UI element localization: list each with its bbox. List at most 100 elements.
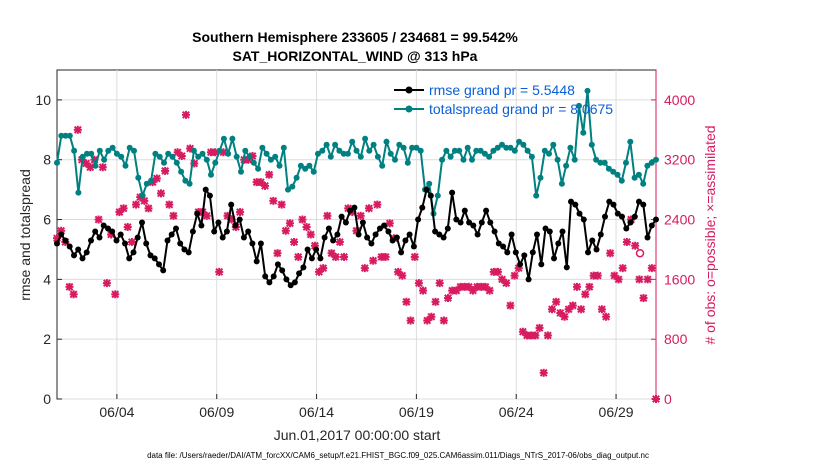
obs-marker <box>277 200 286 209</box>
x-tick-label: 06/24 <box>499 404 534 420</box>
series-point <box>302 165 309 172</box>
series-point <box>88 237 94 244</box>
series-point <box>211 228 218 235</box>
series-point <box>362 135 369 142</box>
obs-marker <box>215 267 224 276</box>
series-point <box>308 255 315 262</box>
series-point <box>177 240 184 247</box>
series-point <box>370 141 377 148</box>
obs-marker <box>281 226 290 235</box>
obs-marker <box>335 237 344 246</box>
obs-marker <box>502 279 511 288</box>
series-point <box>96 147 103 154</box>
series-point <box>653 216 659 223</box>
series-point <box>225 150 232 157</box>
obs-marker <box>493 267 502 276</box>
series-point <box>623 225 630 232</box>
obs-marker <box>385 219 394 228</box>
series-point <box>161 159 167 166</box>
series-point <box>300 264 307 271</box>
obs-marker <box>202 211 211 220</box>
obs-marker <box>631 241 640 250</box>
series-point <box>100 222 107 229</box>
series-point <box>173 159 180 166</box>
footer-data-file: data file: /Users/raeder/DAI/ATM_forcXX/… <box>147 451 649 460</box>
series-point <box>71 252 77 259</box>
series-point <box>131 147 137 154</box>
obs-marker <box>643 275 652 284</box>
series-point <box>605 165 612 172</box>
obs-marker <box>548 305 557 314</box>
obs-marker <box>439 316 448 325</box>
series-point <box>310 168 317 175</box>
series-point <box>113 150 120 157</box>
series-point <box>272 153 279 160</box>
x-axis-label: Jun.01,2017 00:00:00 start <box>274 427 441 443</box>
obs-marker <box>468 286 477 295</box>
series-point <box>383 138 390 145</box>
series-point <box>315 150 321 157</box>
series-point <box>334 231 341 238</box>
series-point <box>533 192 540 199</box>
series-point <box>325 225 332 232</box>
series-point <box>516 138 523 145</box>
y-tick-label: 2 <box>43 331 51 347</box>
series-point <box>491 228 498 235</box>
series-point <box>495 240 502 247</box>
series-point <box>263 150 270 157</box>
obs-marker <box>398 271 407 280</box>
obs-marker <box>606 249 615 258</box>
series-point <box>223 228 230 235</box>
series-point <box>542 225 549 232</box>
obs-marker <box>373 200 382 209</box>
series-point <box>389 237 396 244</box>
series-point <box>291 279 298 286</box>
series-point <box>297 162 304 169</box>
legend-rmse-marker <box>405 86 413 94</box>
series-point <box>602 213 608 220</box>
series-point <box>165 150 172 157</box>
series-point <box>512 249 519 256</box>
series-point <box>113 237 120 244</box>
series-point <box>199 150 206 157</box>
series-point <box>206 192 213 199</box>
series-point <box>250 159 257 166</box>
x-ticks: 06/04 06/09 06/14 06/19 06/24 06/29 <box>99 394 634 420</box>
series-point <box>567 144 574 151</box>
series-point <box>555 240 562 247</box>
series-point <box>255 165 262 172</box>
series-point <box>195 153 202 160</box>
series-point <box>400 144 407 151</box>
obs-marker <box>394 267 403 276</box>
series-point <box>62 132 69 139</box>
series-point <box>117 231 124 238</box>
series-point <box>327 153 334 160</box>
series-point <box>589 237 596 244</box>
series-point <box>368 240 375 247</box>
obs-marker <box>543 331 552 340</box>
obs-marker <box>414 279 423 288</box>
series-point <box>71 147 78 154</box>
series-point <box>220 135 227 142</box>
series-point <box>500 243 507 250</box>
obs-marker <box>140 196 149 205</box>
series-point <box>614 210 621 217</box>
series-point <box>627 138 634 145</box>
series-point <box>212 159 219 166</box>
obs-marker <box>369 256 378 265</box>
series-point <box>289 183 296 190</box>
series-point <box>317 255 324 262</box>
series-point <box>58 132 65 139</box>
series-point <box>372 231 379 238</box>
series-point <box>190 147 197 154</box>
series-point <box>410 243 417 250</box>
obs-marker <box>364 204 373 213</box>
series-point <box>381 222 388 229</box>
series-point <box>62 237 69 244</box>
series-point <box>572 201 579 208</box>
series-point <box>202 186 209 193</box>
x-tick-label: 06/29 <box>599 404 634 420</box>
series-point <box>126 255 133 262</box>
series-point <box>507 144 514 151</box>
series-point <box>233 153 240 160</box>
